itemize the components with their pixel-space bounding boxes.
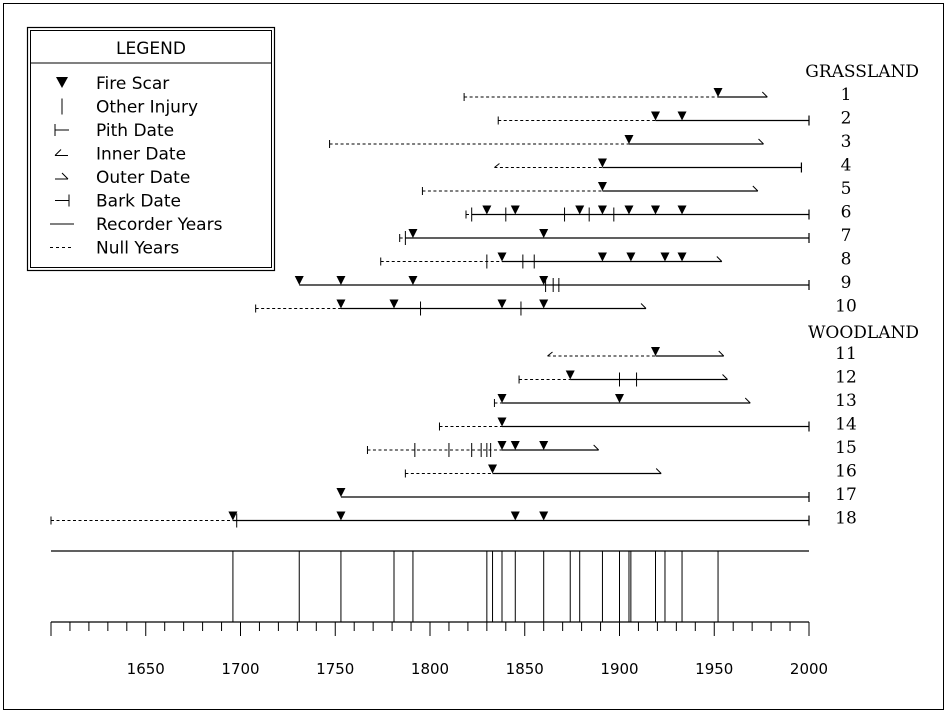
fire-scar-tree-3-0 <box>624 135 634 144</box>
legend-label-inner-date: Inner Date <box>96 145 186 165</box>
fire-scar-tree-15-0 <box>497 441 507 450</box>
outer-date-tree-10 <box>640 303 647 309</box>
fire-scar-tree-7-1 <box>539 229 549 238</box>
fire-scar-tree-6-3 <box>597 205 607 215</box>
fire-scar-tree-6-0 <box>482 205 492 215</box>
tree-label-17: 17 <box>835 485 857 505</box>
fire-scar-tree-13-1 <box>615 394 624 403</box>
fire-scar-tree-15-1 <box>510 441 520 450</box>
fire-scar-tree-13-0 <box>497 394 507 403</box>
x-tick-label-1700: 1700 <box>221 660 259 678</box>
fire-scar-tree-16-0 <box>488 464 498 474</box>
fire-scar-tree-4-0 <box>597 158 607 168</box>
tree-label-13: 13 <box>835 391 857 411</box>
legend-symbol-inner-date <box>54 149 68 156</box>
fire-scar-tree-2-0 <box>651 111 661 121</box>
outer-date-tree-12 <box>722 374 728 380</box>
group-label-grassland: GRASSLAND <box>805 62 919 82</box>
tree-label-8: 8 <box>841 250 852 270</box>
fire-scar-tree-9-1 <box>336 276 346 285</box>
inner-date-tree-11 <box>547 351 553 357</box>
fire-scar-tree-8-4 <box>677 252 687 262</box>
legend-label-null: Null Years <box>96 239 179 259</box>
tree-label-12: 12 <box>835 368 857 388</box>
legend-box-inner <box>30 30 272 268</box>
fire-scar-tree-10-1 <box>389 299 399 309</box>
fire-scar-tree-18-2 <box>510 511 520 521</box>
legend-symbol-outer-date <box>55 172 69 180</box>
x-tick-label-1950: 1950 <box>695 660 733 678</box>
fire-scar-tree-5-0 <box>597 182 607 191</box>
fire-scar-tree-6-2 <box>575 205 585 215</box>
fire-scar-tree-9-2 <box>408 276 418 285</box>
tree-label-15: 15 <box>835 438 857 458</box>
tree-label-1: 1 <box>841 85 852 105</box>
tree-label-7: 7 <box>841 226 852 246</box>
fire-scar-tree-6-1 <box>510 205 520 215</box>
fire-scar-tree-2-1 <box>677 111 687 121</box>
tree-label-10: 10 <box>835 297 857 317</box>
tree-label-6: 6 <box>841 203 852 223</box>
fire-scar-tree-18-1 <box>336 511 346 521</box>
x-tick-label-1850: 1850 <box>506 660 544 678</box>
fire-scar-tree-6-5 <box>651 205 661 215</box>
fire-scar-tree-8-2 <box>626 252 636 262</box>
legend-label-fire-scar: Fire Scar <box>96 74 169 94</box>
x-tick-label-1750: 1750 <box>316 660 354 678</box>
tree-label-3: 3 <box>841 132 852 152</box>
fire-scar-tree-15-2 <box>539 441 549 450</box>
outer-date-tree-8 <box>716 256 723 262</box>
tree-label-16: 16 <box>835 462 857 482</box>
outer-date-tree-15 <box>593 444 600 451</box>
outer-date-tree-3 <box>758 138 764 145</box>
fire-scar-tree-1-0 <box>713 88 723 97</box>
fire-scar-tree-7-0 <box>408 229 418 238</box>
legend-title: LEGEND <box>116 39 186 59</box>
fire-scar-tree-18-0 <box>228 511 238 521</box>
outer-date-tree-13 <box>744 397 751 404</box>
group-label-woodland: WOODLAND <box>808 323 919 343</box>
legend-label-recorder: Recorder Years <box>96 215 223 235</box>
legend-label-other-injury: Other Injury <box>96 98 198 118</box>
legend-label-bark-date: Bark Date <box>96 192 181 212</box>
x-tick-label-1900: 1900 <box>600 660 638 678</box>
tree-label-9: 9 <box>841 273 852 293</box>
fire-scar-tree-8-3 <box>660 252 670 262</box>
legend-box-outer <box>26 26 276 272</box>
fire-scar-tree-11-0 <box>651 347 661 356</box>
tree-label-5: 5 <box>841 179 852 199</box>
fire-scar-tree-12-0 <box>565 370 575 380</box>
outer-date-tree-5 <box>752 185 759 192</box>
fire-scar-tree-8-1 <box>597 252 607 262</box>
inner-date-tree-4 <box>494 163 500 168</box>
fire-scar-tree-17-0 <box>336 488 346 497</box>
outer-date-tree-16 <box>655 468 662 474</box>
fire-scar-tree-6-4 <box>624 205 634 215</box>
tree-label-4: 4 <box>841 156 852 176</box>
fire-scar-tree-6-6 <box>677 205 687 215</box>
legend-symbol-fire-scar <box>56 77 68 88</box>
x-tick-label-2000: 2000 <box>790 660 828 678</box>
x-tick-label-1650: 1650 <box>127 660 165 678</box>
fire-scar-tree-9-0 <box>294 276 304 285</box>
tree-label-2: 2 <box>841 109 852 129</box>
legend-label-outer-date: Outer Date <box>96 168 190 188</box>
tree-label-14: 14 <box>835 415 857 435</box>
tree-label-11: 11 <box>835 344 857 364</box>
legend-label-pith-date: Pith Date <box>96 121 174 141</box>
fire-scar-tree-8-0 <box>497 252 507 262</box>
fire-scar-tree-9-3 <box>539 276 549 285</box>
x-tick-label-1800: 1800 <box>411 660 449 678</box>
tree-label-18: 18 <box>835 509 857 529</box>
outer-date-tree-1 <box>761 91 768 98</box>
fire-scar-tree-10-3 <box>539 299 549 309</box>
fire-scar-tree-10-2 <box>497 299 507 309</box>
outer-date-tree-11 <box>718 350 725 357</box>
fire-scar-tree-10-0 <box>336 299 346 309</box>
fire-scar-tree-18-3 <box>539 511 549 521</box>
fire-scar-tree-14-0 <box>497 417 507 427</box>
